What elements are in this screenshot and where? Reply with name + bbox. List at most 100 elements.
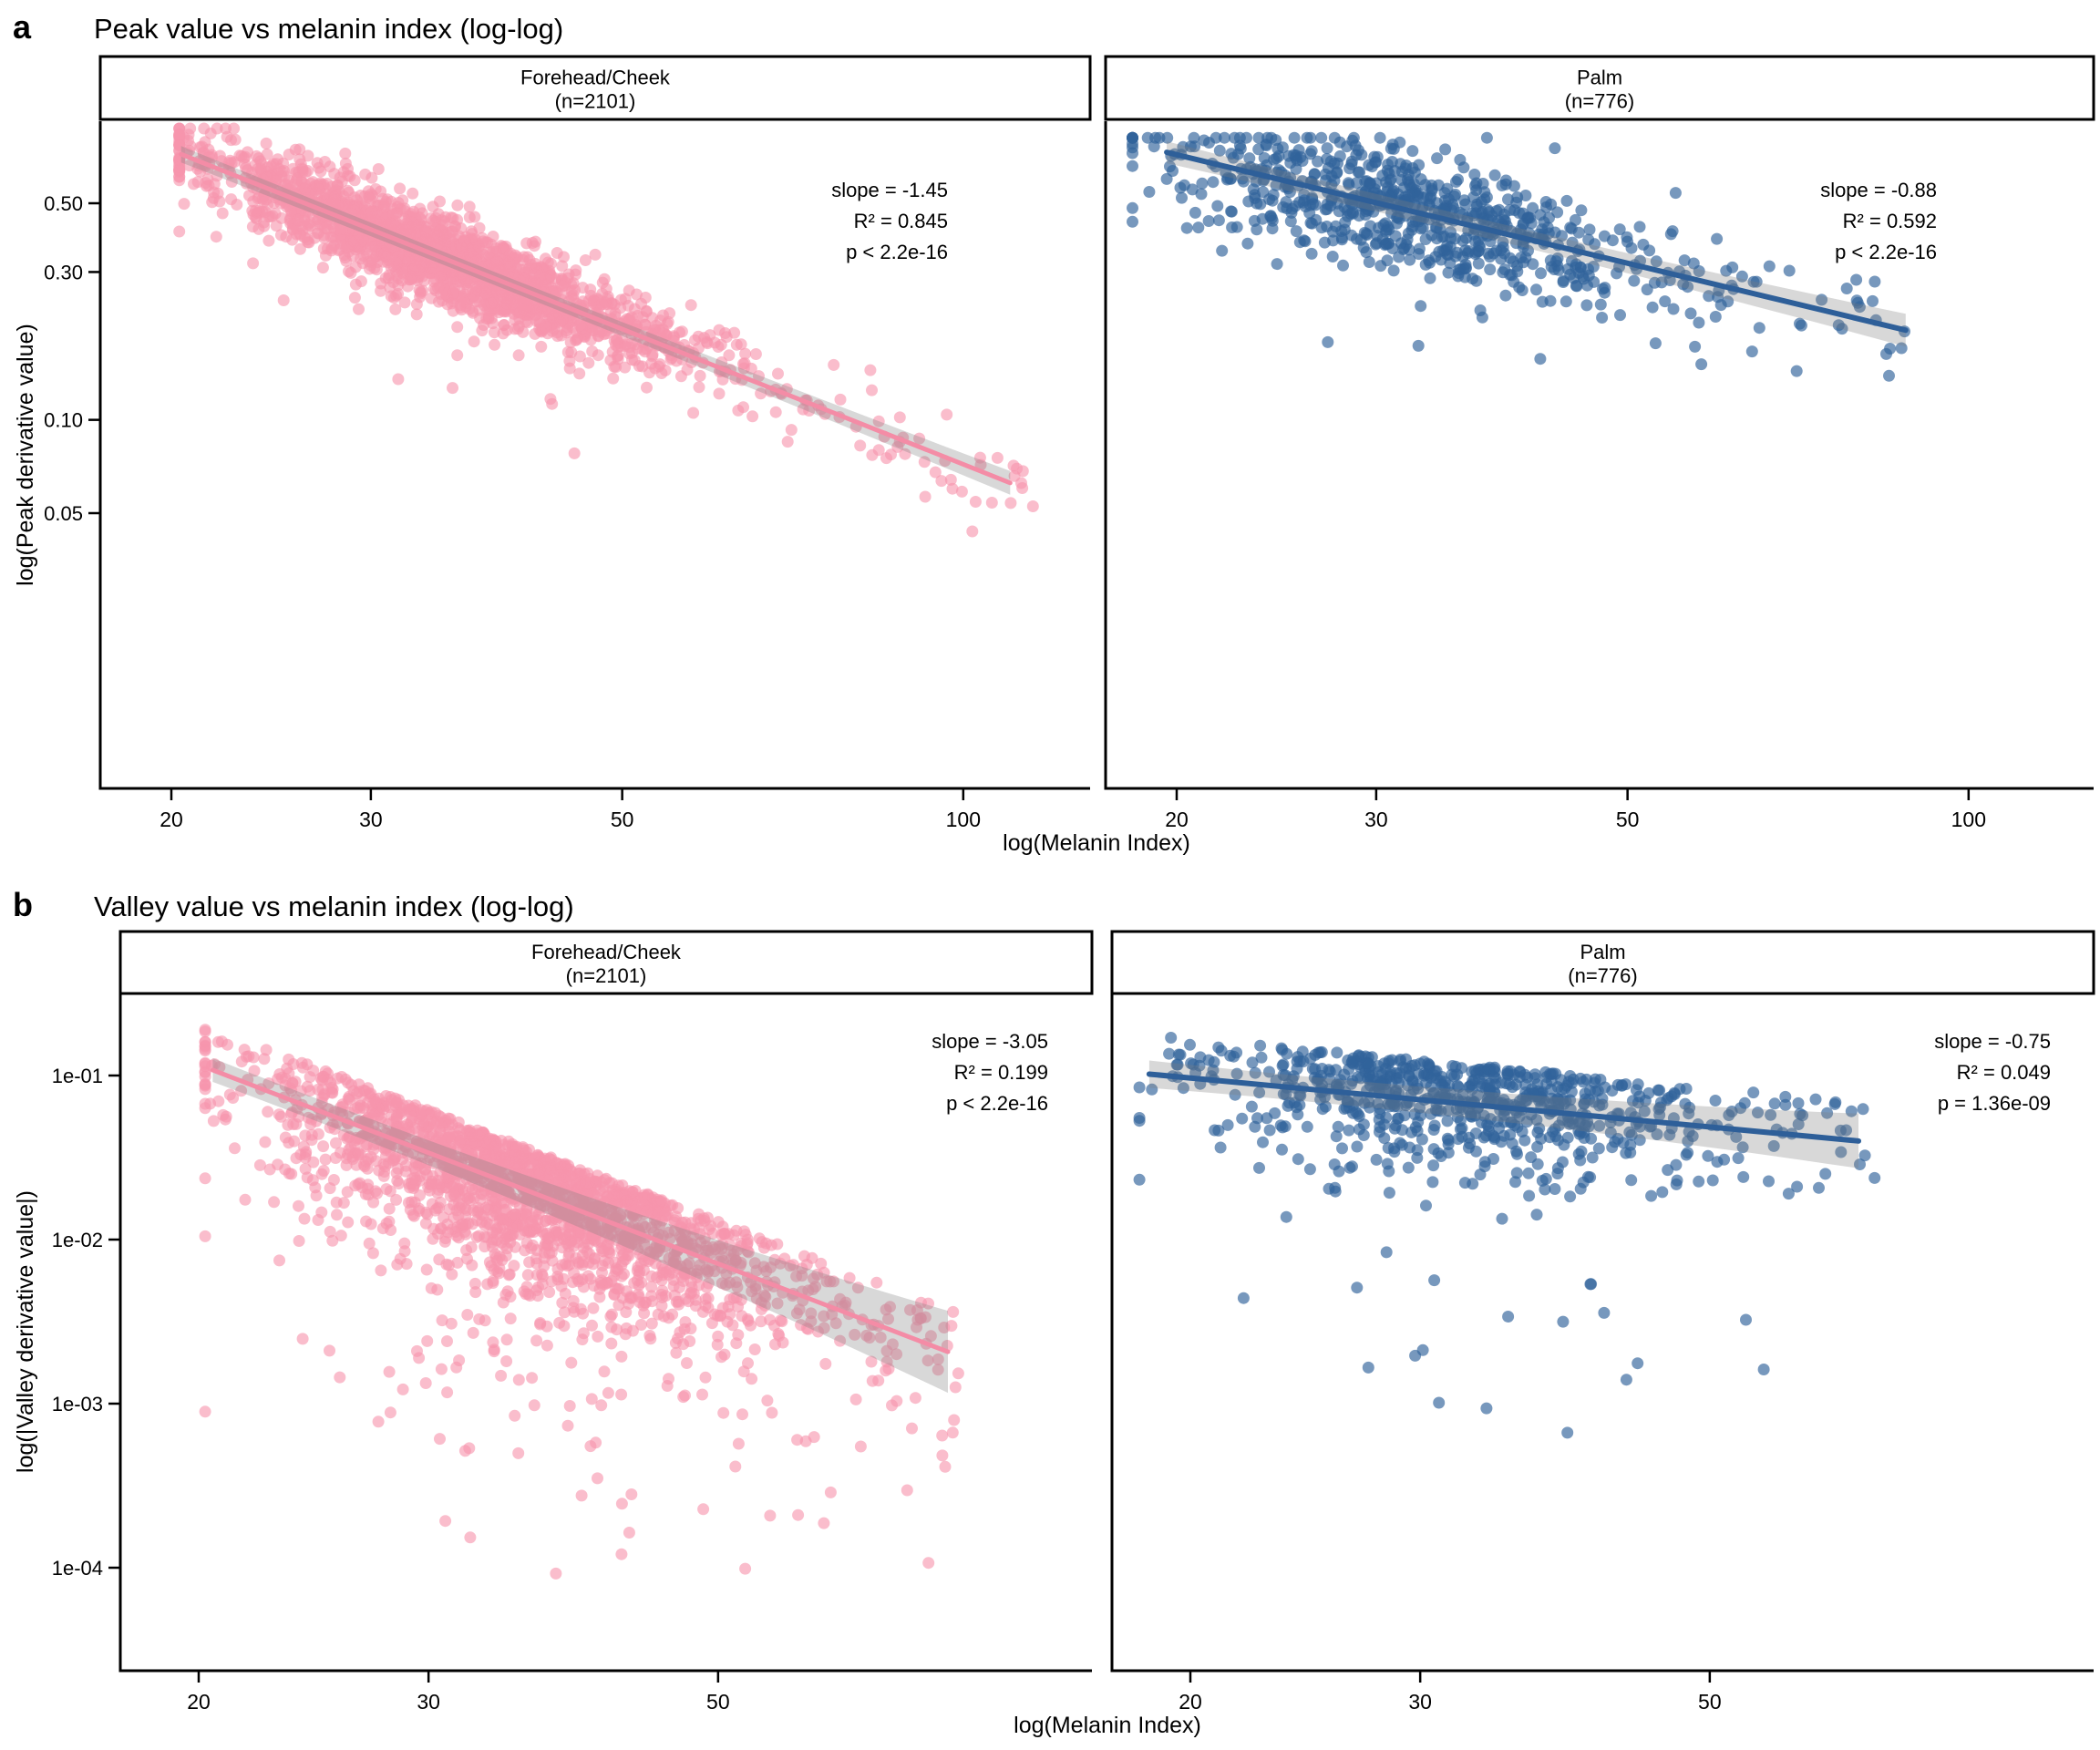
data-point: [440, 1171, 453, 1184]
data-point: [1693, 316, 1705, 329]
data-point: [432, 282, 445, 294]
data-point: [598, 273, 611, 285]
data-point: [729, 1460, 742, 1473]
data-point: [496, 1212, 509, 1225]
data-point: [212, 1095, 225, 1107]
data-point: [173, 139, 186, 152]
data-point: [199, 1025, 211, 1038]
data-point: [936, 1429, 949, 1442]
data-point: [611, 334, 623, 345]
data-point: [1203, 137, 1215, 149]
data-point: [1263, 193, 1276, 206]
data-point: [1880, 347, 1892, 360]
data-point: [626, 354, 638, 366]
data-point: [1346, 206, 1359, 219]
data-point: [1127, 131, 1138, 144]
data-point: [262, 1106, 274, 1118]
data-point: [1452, 173, 1464, 186]
data-point: [746, 410, 759, 423]
data-point: [447, 382, 458, 395]
data-point: [818, 1517, 830, 1529]
data-point: [563, 1400, 576, 1412]
data-point: [1536, 223, 1549, 236]
data-point: [1572, 226, 1585, 239]
data-point: [273, 1254, 285, 1267]
data-point: [1689, 340, 1702, 353]
data-point: [277, 294, 290, 306]
data-point: [730, 1224, 743, 1237]
data-point: [1598, 230, 1611, 242]
data-point: [519, 1244, 531, 1257]
data-point: [439, 246, 452, 259]
data-point: [565, 1356, 578, 1369]
data-point: [1628, 274, 1641, 287]
data-point: [781, 436, 794, 448]
data-point: [479, 286, 492, 299]
data-point: [199, 1405, 211, 1418]
data-point: [805, 1315, 818, 1328]
data-point: [425, 1179, 438, 1191]
x-tick-label: 50: [611, 808, 634, 831]
data-point: [365, 1218, 377, 1230]
data-point: [966, 525, 979, 538]
data-point: [211, 122, 223, 135]
data-point: [556, 280, 569, 293]
data-point: [270, 175, 283, 188]
data-point: [1212, 214, 1225, 227]
data-point: [616, 1250, 629, 1262]
data-point: [299, 1162, 312, 1175]
data-point: [1496, 180, 1508, 191]
data-point: [936, 1449, 949, 1462]
data-point: [545, 1275, 558, 1288]
data-point: [643, 1253, 656, 1266]
data-point: [592, 349, 604, 362]
data-point: [654, 1219, 666, 1231]
data-point: [274, 1110, 287, 1123]
data-point: [615, 1548, 628, 1560]
data-point: [538, 1154, 551, 1167]
data-point: [328, 194, 341, 207]
data-point: [416, 236, 428, 249]
data-point: [641, 381, 653, 394]
data-point: [1594, 298, 1607, 311]
data-point: [402, 1148, 414, 1161]
data-point: [593, 1282, 606, 1295]
data-point: [380, 1183, 393, 1196]
panel-a-y-axis-title: log(Peak derivative value): [13, 324, 38, 586]
data-point: [272, 153, 284, 166]
data-point: [1711, 232, 1724, 245]
data-point: [784, 1260, 797, 1272]
data-point: [1570, 280, 1583, 293]
data-point: [1613, 223, 1626, 236]
data-point: [611, 1323, 623, 1336]
data-point: [771, 1297, 784, 1310]
data-point: [301, 233, 314, 246]
data-point: [221, 130, 233, 143]
stats-annotation-line: slope = -0.88: [1820, 179, 1937, 201]
data-point: [1599, 282, 1611, 294]
data-point: [946, 482, 959, 495]
data-point: [526, 237, 539, 249]
data-point: [355, 275, 367, 288]
data-point: [521, 316, 534, 329]
data-point: [737, 401, 749, 414]
data-point: [1750, 275, 1763, 288]
data-point: [1596, 312, 1609, 324]
data-point: [250, 204, 262, 217]
data-point: [520, 1281, 533, 1293]
panel-b-y-axis-title: log(|Valley derivative value|): [13, 1190, 38, 1473]
data-point: [592, 1472, 603, 1485]
data-point: [225, 193, 238, 206]
data-point: [769, 1338, 781, 1351]
data-point: [1236, 172, 1249, 185]
data-point: [675, 1216, 688, 1229]
data-point: [569, 268, 582, 281]
data-point: [849, 1393, 862, 1405]
data-point: [479, 1240, 491, 1253]
data-point: [1442, 266, 1455, 279]
data-point: [335, 1230, 347, 1242]
data-point: [1735, 270, 1748, 283]
data-point: [755, 387, 767, 400]
data-point: [828, 358, 840, 371]
data-point: [1413, 159, 1426, 171]
